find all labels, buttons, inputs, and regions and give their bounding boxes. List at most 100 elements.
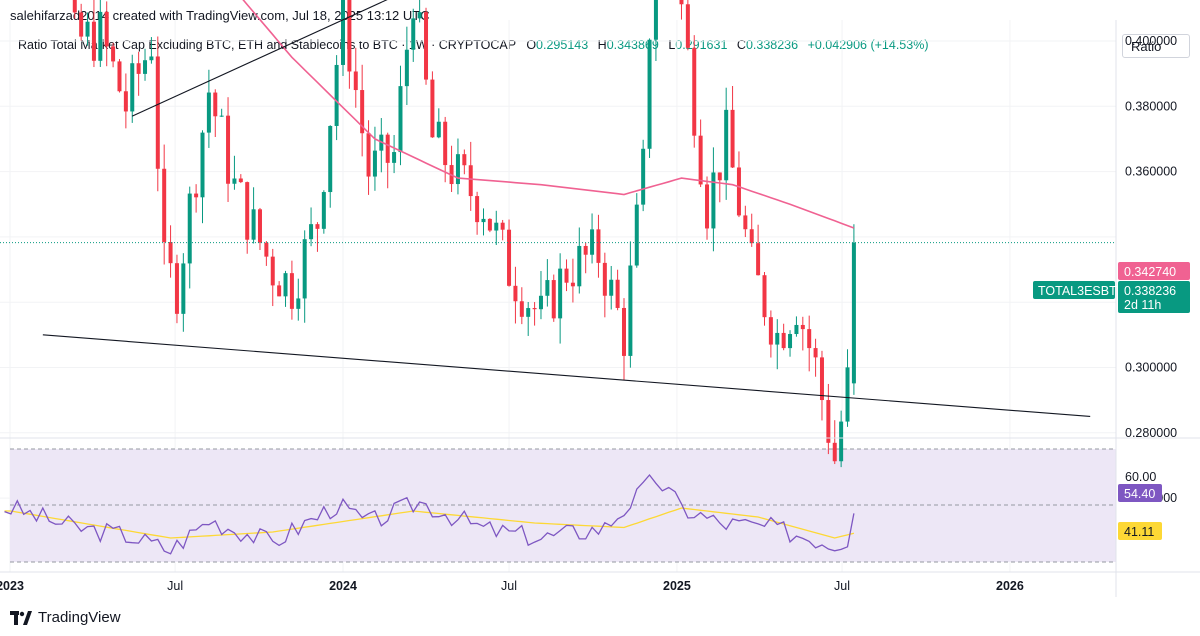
candle-body: [392, 152, 397, 163]
candle-body: [181, 263, 186, 314]
candle-body: [839, 421, 844, 462]
candle-body: [85, 21, 90, 37]
candle-body: [283, 273, 288, 297]
candle-body: [551, 280, 556, 319]
candle-body: [609, 279, 614, 296]
candle-body: [532, 308, 537, 310]
candle-body: [187, 193, 192, 264]
candle-body: [583, 245, 588, 255]
candle-body: [341, 0, 345, 65]
candle-body: [507, 229, 512, 286]
time-tick-label: 2025: [663, 579, 691, 593]
candle-body: [424, 12, 429, 80]
candle-body: [705, 184, 710, 229]
high-label: H: [597, 38, 607, 52]
candle-body: [360, 90, 365, 134]
candle-body: [711, 172, 716, 229]
svg-text:0.342740: 0.342740: [1124, 265, 1176, 279]
candle-body: [72, 0, 77, 13]
candle-body: [768, 317, 773, 345]
candle-body: [398, 86, 403, 153]
time-axis[interactable]: 2023 Jul 2024 Jul 2025 Jul 2026: [0, 579, 1024, 593]
rsi-level-label: 60.00: [1125, 470, 1156, 484]
candle-body: [475, 196, 480, 223]
candle-body: [679, 0, 684, 5]
candle-body: [781, 332, 786, 349]
tradingview-brand[interactable]: TradingView: [10, 609, 121, 626]
svg-text:54.40: 54.40: [1124, 487, 1155, 501]
candle-body: [692, 47, 697, 136]
candle-body: [749, 229, 754, 244]
candle-body: [634, 204, 639, 266]
candle-body: [794, 324, 799, 335]
candle-body: [123, 91, 128, 112]
candle-body: [232, 178, 237, 184]
candle-body: [468, 165, 473, 197]
price-tick-label: 0.380000: [1125, 99, 1177, 113]
rsi-line: [4, 473, 855, 555]
candle-body: [385, 134, 390, 163]
candle-body: [487, 218, 492, 231]
candle-body: [411, 18, 416, 50]
candle-body: [226, 115, 231, 184]
candle-body: [206, 92, 211, 133]
candle-body: [538, 295, 543, 310]
candle-body: [775, 332, 780, 345]
candle-body: [641, 148, 646, 205]
scale-mode-button[interactable]: Ratio: [1122, 34, 1190, 58]
trendlines[interactable]: [42, 0, 1091, 418]
price-axis[interactable]: 0.4600000.4400000.4200000.4000000.380000…: [1125, 0, 1177, 505]
time-tick-label: Jul: [501, 579, 517, 593]
candle-body: [251, 209, 256, 240]
candle-body: [558, 268, 563, 319]
candle-body: [111, 46, 116, 62]
svg-text:2d 11h: 2d 11h: [1124, 298, 1161, 312]
trendline[interactable]: [132, 0, 854, 117]
candle-body: [277, 285, 282, 297]
time-tick-label: 2026: [996, 579, 1024, 593]
candle-body: [762, 275, 767, 318]
trendline[interactable]: [42, 334, 1091, 418]
candle-body: [219, 115, 224, 117]
candle-body: [743, 215, 748, 230]
candle-body: [328, 125, 333, 193]
candle-body: [519, 301, 524, 317]
candle-body: [372, 150, 377, 177]
candle-body: [321, 192, 326, 229]
svg-text:41.11: 41.11: [1124, 525, 1154, 539]
candle-body: [174, 263, 179, 314]
candle-body: [417, 12, 422, 19]
candle-body: [800, 324, 805, 330]
candle-body: [149, 56, 154, 61]
candle-body: [366, 133, 371, 177]
svg-text:0.338236: 0.338236: [1124, 284, 1176, 298]
candle-body: [832, 442, 837, 462]
tradingview-logo-icon: [10, 610, 32, 625]
candle-body: [564, 268, 569, 283]
rsi-level-lines: [10, 448, 1116, 563]
candle-body: [717, 172, 722, 181]
price-tick-label: 0.400000: [1125, 34, 1177, 48]
candle-body: [264, 242, 269, 257]
candle-body: [590, 229, 595, 255]
candle-body: [545, 280, 550, 296]
candle-body: [238, 178, 243, 183]
candle-body: [724, 109, 729, 181]
chart-credit: salehifarzad2014 created with TradingVie…: [10, 8, 430, 23]
rsi-ma-line: [4, 507, 855, 539]
time-tick-label: 2023: [0, 579, 24, 593]
candle-body: [353, 71, 358, 91]
time-tick-label: Jul: [167, 579, 183, 593]
candle-body: [289, 273, 294, 309]
candle-body: [602, 262, 607, 296]
candle-body: [615, 279, 620, 308]
candle-body: [736, 167, 741, 216]
time-tick-label: Jul: [834, 579, 850, 593]
rsi-ma-value-badge: 41.11: [1118, 522, 1162, 540]
candle-body: [155, 56, 160, 169]
low-label: L: [668, 38, 676, 52]
candle-body: [443, 121, 448, 166]
candle-body: [79, 12, 84, 37]
candle-body: [302, 239, 307, 299]
